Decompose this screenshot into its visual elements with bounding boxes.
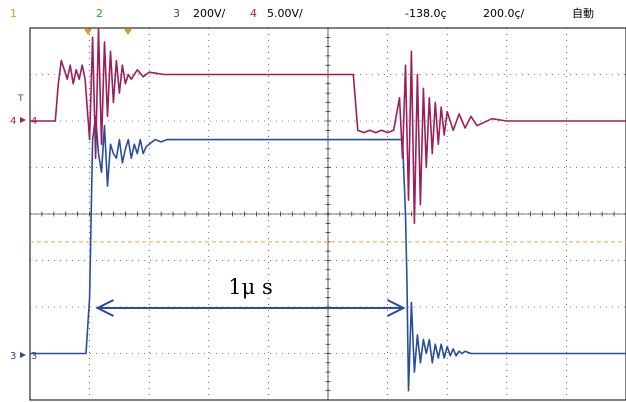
trigger-label: T	[17, 94, 24, 104]
ch3-ground-arrow	[20, 352, 26, 358]
time-annotation: 1μ s	[95, 275, 406, 317]
traces	[30, 27, 626, 392]
ch3-ground-label: 3	[31, 351, 37, 362]
trace-ch4	[30, 27, 626, 225]
ch3-ground-marker[interactable]: 3	[10, 351, 16, 362]
ch4-scale: 5.00V/	[267, 7, 303, 20]
markers: T 4 4 3 3	[10, 29, 132, 362]
ch1-trigger-icon	[84, 29, 92, 35]
annotation-arrow-right	[387, 299, 406, 317]
annotation-arrow-left	[95, 299, 115, 317]
time-offset: -138.0ç	[405, 7, 447, 20]
annotation-label: 1μ s	[228, 275, 272, 299]
trace-ch3	[30, 115, 626, 392]
ch2-trigger-icon	[124, 29, 132, 35]
time-scale: 200.0ç/	[483, 7, 525, 20]
ch2-label[interactable]: 2	[96, 7, 103, 20]
scope-header: 1 2 3 200V/ 4 5.00V/ -138.0ç 200.0ç/ 自動	[0, 0, 626, 26]
ch3-scale: 200V/	[193, 7, 226, 20]
ch1-label[interactable]: 1	[10, 7, 17, 20]
grid	[29, 27, 626, 401]
ch4-label[interactable]: 4	[250, 7, 257, 20]
ch4-ground-arrow	[20, 117, 26, 123]
ch4-ground-marker[interactable]: 4	[10, 116, 16, 127]
ch3-label[interactable]: 3	[173, 7, 180, 20]
acquisition-mode[interactable]: 自動	[572, 7, 594, 20]
ch4-ground-label: 4	[31, 116, 37, 127]
